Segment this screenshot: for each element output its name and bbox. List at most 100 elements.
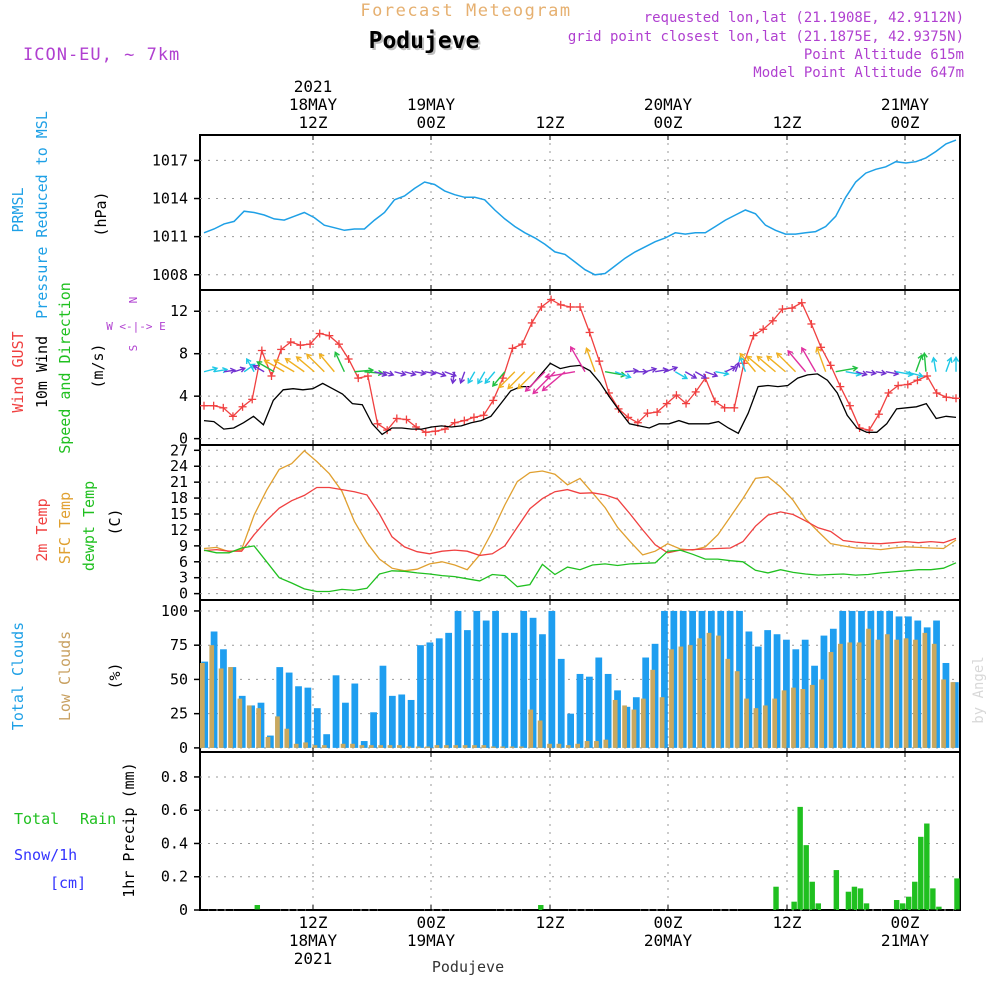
wind-arrow <box>285 358 305 373</box>
low-cloud-bar <box>284 728 290 748</box>
low-cloud-bar <box>828 652 834 748</box>
wind-arrow <box>306 353 325 373</box>
total-cloud-bar <box>539 634 546 748</box>
total-cloud-bar <box>464 630 471 748</box>
wind-arrow-head <box>484 377 491 385</box>
precipitation-ytick-label: 0.8 <box>161 768 188 786</box>
wind-arrow <box>253 365 265 373</box>
low-cloud-bar <box>275 716 280 748</box>
total-cloud-bar <box>332 675 340 748</box>
wind-arrow-head <box>450 378 457 385</box>
wind-arrow-head <box>450 371 458 378</box>
total-cloud-bar <box>492 610 499 748</box>
snow-unit-label: [cm] <box>50 874 86 892</box>
total-cloud-bar <box>482 620 490 748</box>
precip-bar <box>845 891 852 910</box>
pressure-line <box>203 139 957 276</box>
low-cloud-bar <box>922 632 928 748</box>
time-label: 21MAY <box>881 95 930 114</box>
wind-arrow-head <box>880 369 887 376</box>
pressure-ytick-label: 1008 <box>152 266 188 284</box>
compass-north: N <box>127 297 140 304</box>
wind-arrow <box>932 357 937 372</box>
wind-arrow <box>256 361 275 373</box>
wind-arrow-head <box>746 355 753 362</box>
time-label: 2021 <box>294 949 333 968</box>
low-cloud-bar <box>547 743 552 748</box>
gridpoint-coords: grid point closest lon,lat (21.1875E, 42… <box>568 29 964 45</box>
temperature-ytick-label: 9 <box>179 537 188 555</box>
wind-arrow-head <box>477 378 483 385</box>
precip-bar <box>930 888 936 910</box>
wind-arrow-head <box>410 370 417 377</box>
low-cloud-bar <box>819 679 824 748</box>
wind-speed-dir-label: Speed and Direction <box>56 282 74 454</box>
wind-arrow-head <box>239 366 247 373</box>
wind-arrow-head <box>491 380 498 388</box>
total-cloud-bar <box>576 673 584 748</box>
precip-bar <box>893 900 900 910</box>
total-cloud-bar <box>342 702 349 748</box>
low-cloud-bar <box>406 746 412 748</box>
low-cloud-bar <box>425 746 430 748</box>
footer-location: Podujeve <box>432 958 504 976</box>
wind-arrow <box>223 369 235 373</box>
wind-gust-label: Wind GUST <box>9 331 27 412</box>
wind-arrow <box>664 366 678 373</box>
wind-arrow-head <box>211 366 219 373</box>
wind-arrow <box>875 371 886 375</box>
wind-arrow <box>507 371 526 389</box>
wind-arrow-head <box>263 359 270 366</box>
wind-arrow-head <box>245 357 252 365</box>
precip-bar <box>924 823 930 910</box>
precipitation-ytick-label: 0.6 <box>161 801 188 819</box>
time-label: 12Z <box>299 113 328 132</box>
wind-arrow-head <box>569 345 576 353</box>
wind-arrow-head <box>467 377 474 385</box>
low-cloud-bar <box>293 743 299 748</box>
total-cloud-bar <box>285 672 293 748</box>
wind-arrow-head <box>870 369 877 376</box>
wind-arrow <box>434 371 446 377</box>
wind-line <box>203 362 957 436</box>
wind-arrow <box>945 357 952 372</box>
wind-arrow-head <box>381 370 388 378</box>
wind-arrow <box>273 359 295 373</box>
total-cloud-bar <box>520 610 528 748</box>
temperature-ytick-label: 12 <box>170 521 188 539</box>
temperature-ytick-label: 21 <box>170 473 188 491</box>
wind-arrow-head <box>532 388 539 395</box>
wind-arrow-head <box>756 355 763 362</box>
low-cloud-bar <box>612 699 618 748</box>
wind-arrow-head <box>517 383 524 390</box>
low-cloud-bar <box>772 698 778 748</box>
total-cloud-bar <box>351 683 359 748</box>
wind-arrow <box>739 356 747 372</box>
low-cloud-bar <box>913 639 918 748</box>
low-cloud-bar <box>800 689 806 748</box>
wind-arrow <box>845 371 861 376</box>
pressure-ytick-label: 1017 <box>152 151 188 169</box>
total-label: Total <box>14 810 59 828</box>
low-cloud-bar <box>706 632 712 748</box>
precip-bar <box>803 845 809 910</box>
temperature-ytick-label: 24 <box>170 457 188 475</box>
wind-arrow <box>354 369 373 373</box>
time-label: 00Z <box>654 913 683 932</box>
wind-arrow <box>414 371 426 375</box>
low-cloud-bar <box>397 745 402 748</box>
time-label: 00Z <box>891 113 920 132</box>
low-cloud-bar <box>556 743 562 748</box>
precip-bar <box>851 886 858 910</box>
total-cloud-bar <box>435 638 443 748</box>
wind-arrow <box>734 362 740 372</box>
low-cloud-bar <box>481 745 487 748</box>
wind-arrow-head <box>893 370 900 377</box>
wind-arrow <box>459 371 466 384</box>
low-cloud-bar <box>744 698 749 748</box>
wind-arrow-head <box>256 361 263 367</box>
low-cloud-bar <box>950 682 956 748</box>
wind-arrow <box>451 371 456 384</box>
temp-sfc-line <box>203 449 957 572</box>
wind-arrow <box>801 347 817 373</box>
